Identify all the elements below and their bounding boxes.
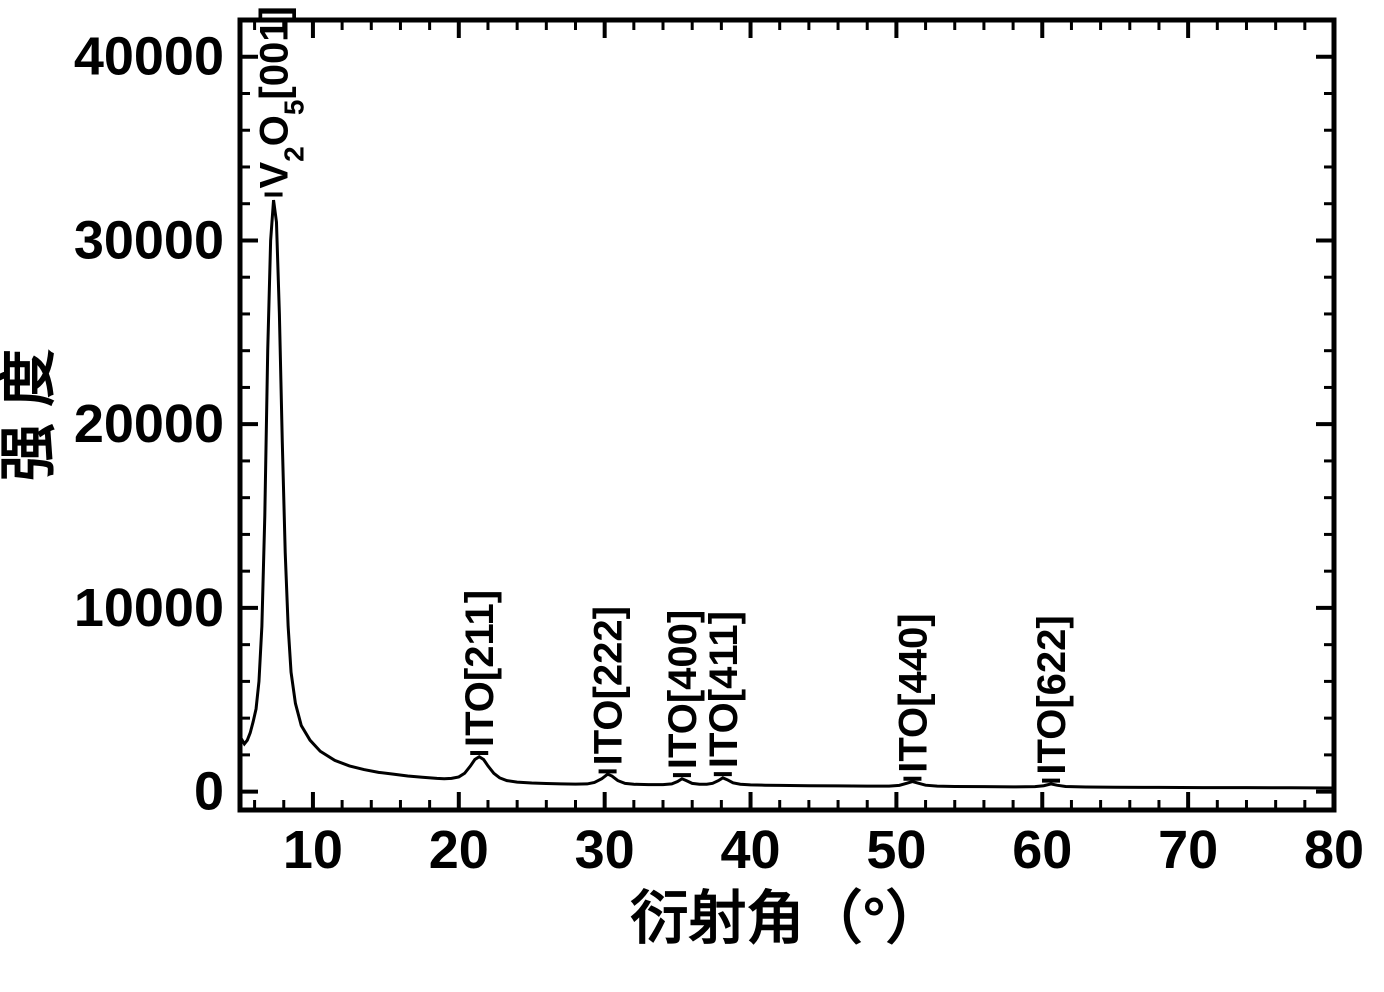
y-tick-label: 0 xyxy=(194,762,224,822)
x-tick-label: 20 xyxy=(429,820,489,880)
x-tick-label: 70 xyxy=(1158,820,1218,880)
y-tick-label: 30000 xyxy=(74,210,224,270)
peak-label: ITO[440] xyxy=(891,613,935,772)
peak-label: ITO[400] xyxy=(661,610,705,769)
peak-label: ITO[411] xyxy=(702,611,746,768)
peak-label: ITO[222] xyxy=(587,606,631,765)
x-tick-label: 50 xyxy=(866,820,926,880)
x-tick-label: 60 xyxy=(1012,820,1072,880)
x-tick-label: 40 xyxy=(720,820,780,880)
x-axis-label: 衍射角（°） xyxy=(630,886,943,951)
x-tick-label: 30 xyxy=(575,820,635,880)
y-tick-label: 40000 xyxy=(74,27,224,87)
peak-label: ITO[622] xyxy=(1030,615,1074,774)
y-axis-label: 强 度 xyxy=(0,349,61,481)
x-tick-label: 80 xyxy=(1304,820,1364,880)
y-tick-label: 20000 xyxy=(74,394,224,454)
xrd-chart: 10 20 30 40 50 60 70 80 0 10000 20000 30000 40000 衍射角… xyxy=(0,0,1384,992)
chart-svg: 10 20 30 40 50 60 70 80 0 10000 20000 30000 40000 衍射角… xyxy=(0,0,1384,992)
y-tick-label: 10000 xyxy=(74,578,224,638)
x-tick-label: 10 xyxy=(283,820,343,880)
peak-label: ITO[211] xyxy=(458,590,502,747)
